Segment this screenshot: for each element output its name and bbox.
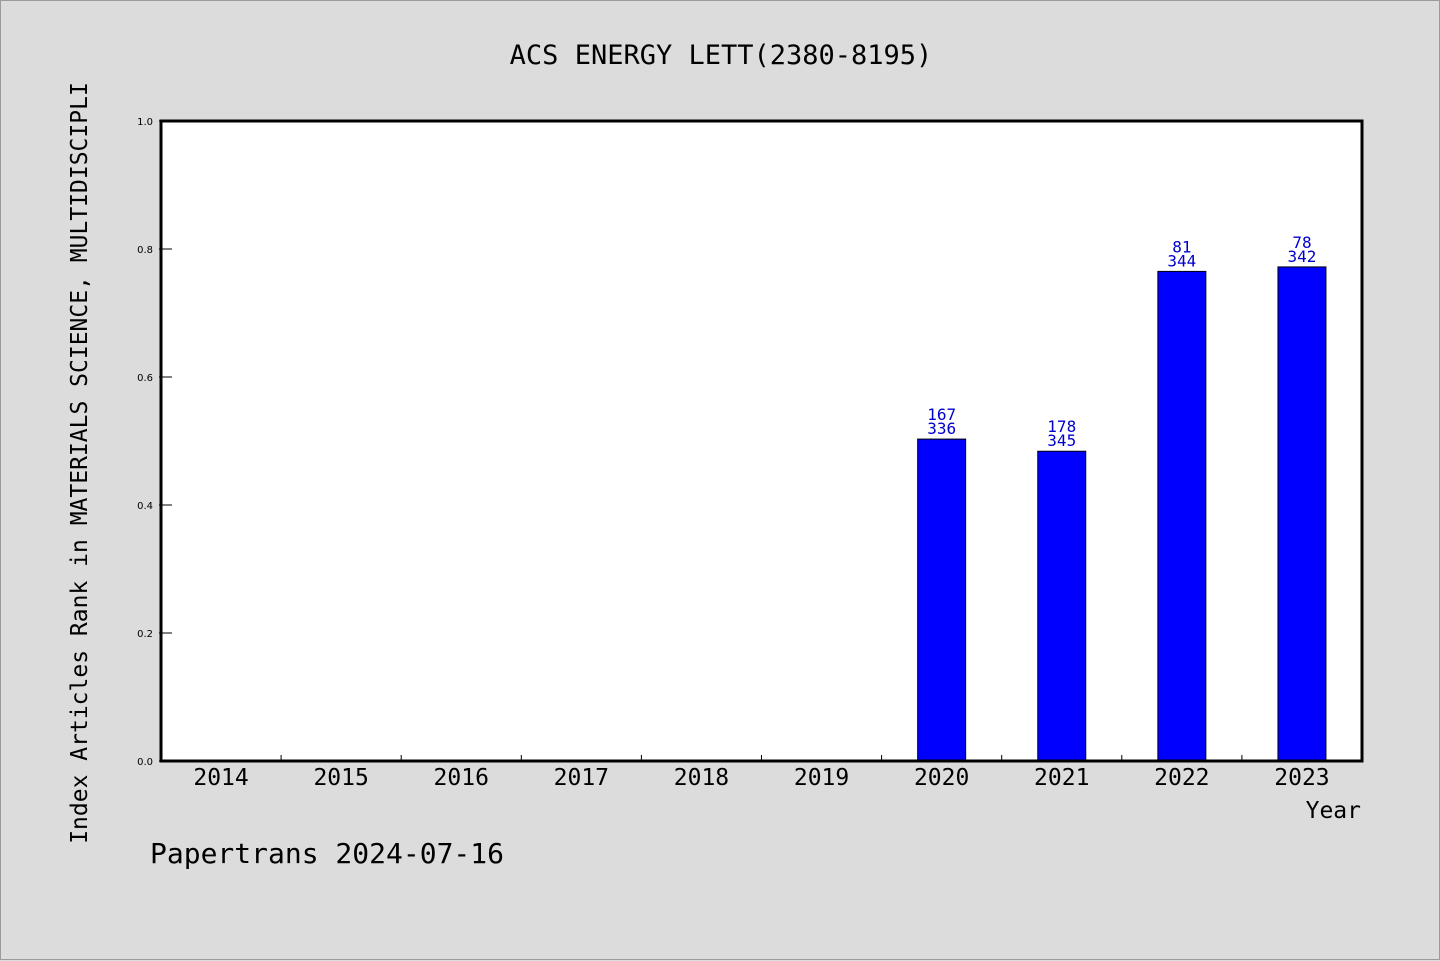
bar bbox=[917, 438, 967, 762]
chart-title: ACS ENERGY LETT(2380-8195) bbox=[510, 40, 933, 71]
footer-watermark: Papertrans 2024-07-16 bbox=[150, 837, 504, 870]
x-tick-label: 2019 bbox=[794, 765, 849, 791]
x-axis-label: Year bbox=[1306, 798, 1361, 824]
bars-layer bbox=[917, 266, 1327, 762]
bar bbox=[1277, 266, 1327, 762]
bar-label-rank: 178 bbox=[1047, 417, 1076, 436]
ticks-layer: 0.0 0.2 0.4 0.6 0.8 1.0 2014 2015 2016 2017 2018 20… bbox=[137, 117, 1330, 791]
bar-label-total: 342 bbox=[1287, 247, 1316, 266]
plot-border bbox=[159, 119, 1364, 763]
y-tick-label: 0.4 bbox=[137, 501, 153, 512]
x-tick-label: 2023 bbox=[1274, 765, 1329, 791]
y-tick-label: 0.2 bbox=[137, 629, 153, 640]
y-tick-label: 1.0 bbox=[137, 117, 153, 128]
bar-label-rank: 78 bbox=[1292, 233, 1311, 252]
bar bbox=[1157, 270, 1207, 762]
y-tick-label: 0.8 bbox=[137, 245, 153, 256]
x-tick-label: 2014 bbox=[193, 765, 248, 791]
x-tick-label: 2022 bbox=[1154, 765, 1209, 791]
bar-label-total: 336 bbox=[927, 419, 956, 438]
x-tick-label: 2021 bbox=[1034, 765, 1089, 791]
x-tick-label: 2016 bbox=[434, 765, 489, 791]
bar-label-rank: 81 bbox=[1172, 237, 1191, 256]
x-tick-label: 2018 bbox=[674, 765, 729, 791]
bar bbox=[1037, 450, 1087, 762]
x-tick-label: 2017 bbox=[554, 765, 609, 791]
x-tick-label: 2020 bbox=[914, 765, 969, 791]
y-tick-label: 0.6 bbox=[137, 373, 153, 384]
x-tick-label: 2015 bbox=[313, 765, 368, 791]
bar-label-total: 345 bbox=[1047, 431, 1076, 450]
bar-label-rank: 167 bbox=[927, 405, 956, 424]
bar-label-total: 344 bbox=[1167, 251, 1196, 270]
y-tick-label: 0.0 bbox=[137, 757, 153, 768]
y-axis-label: Index Articles Rank in MATERIALS SCIENCE… bbox=[67, 82, 93, 844]
